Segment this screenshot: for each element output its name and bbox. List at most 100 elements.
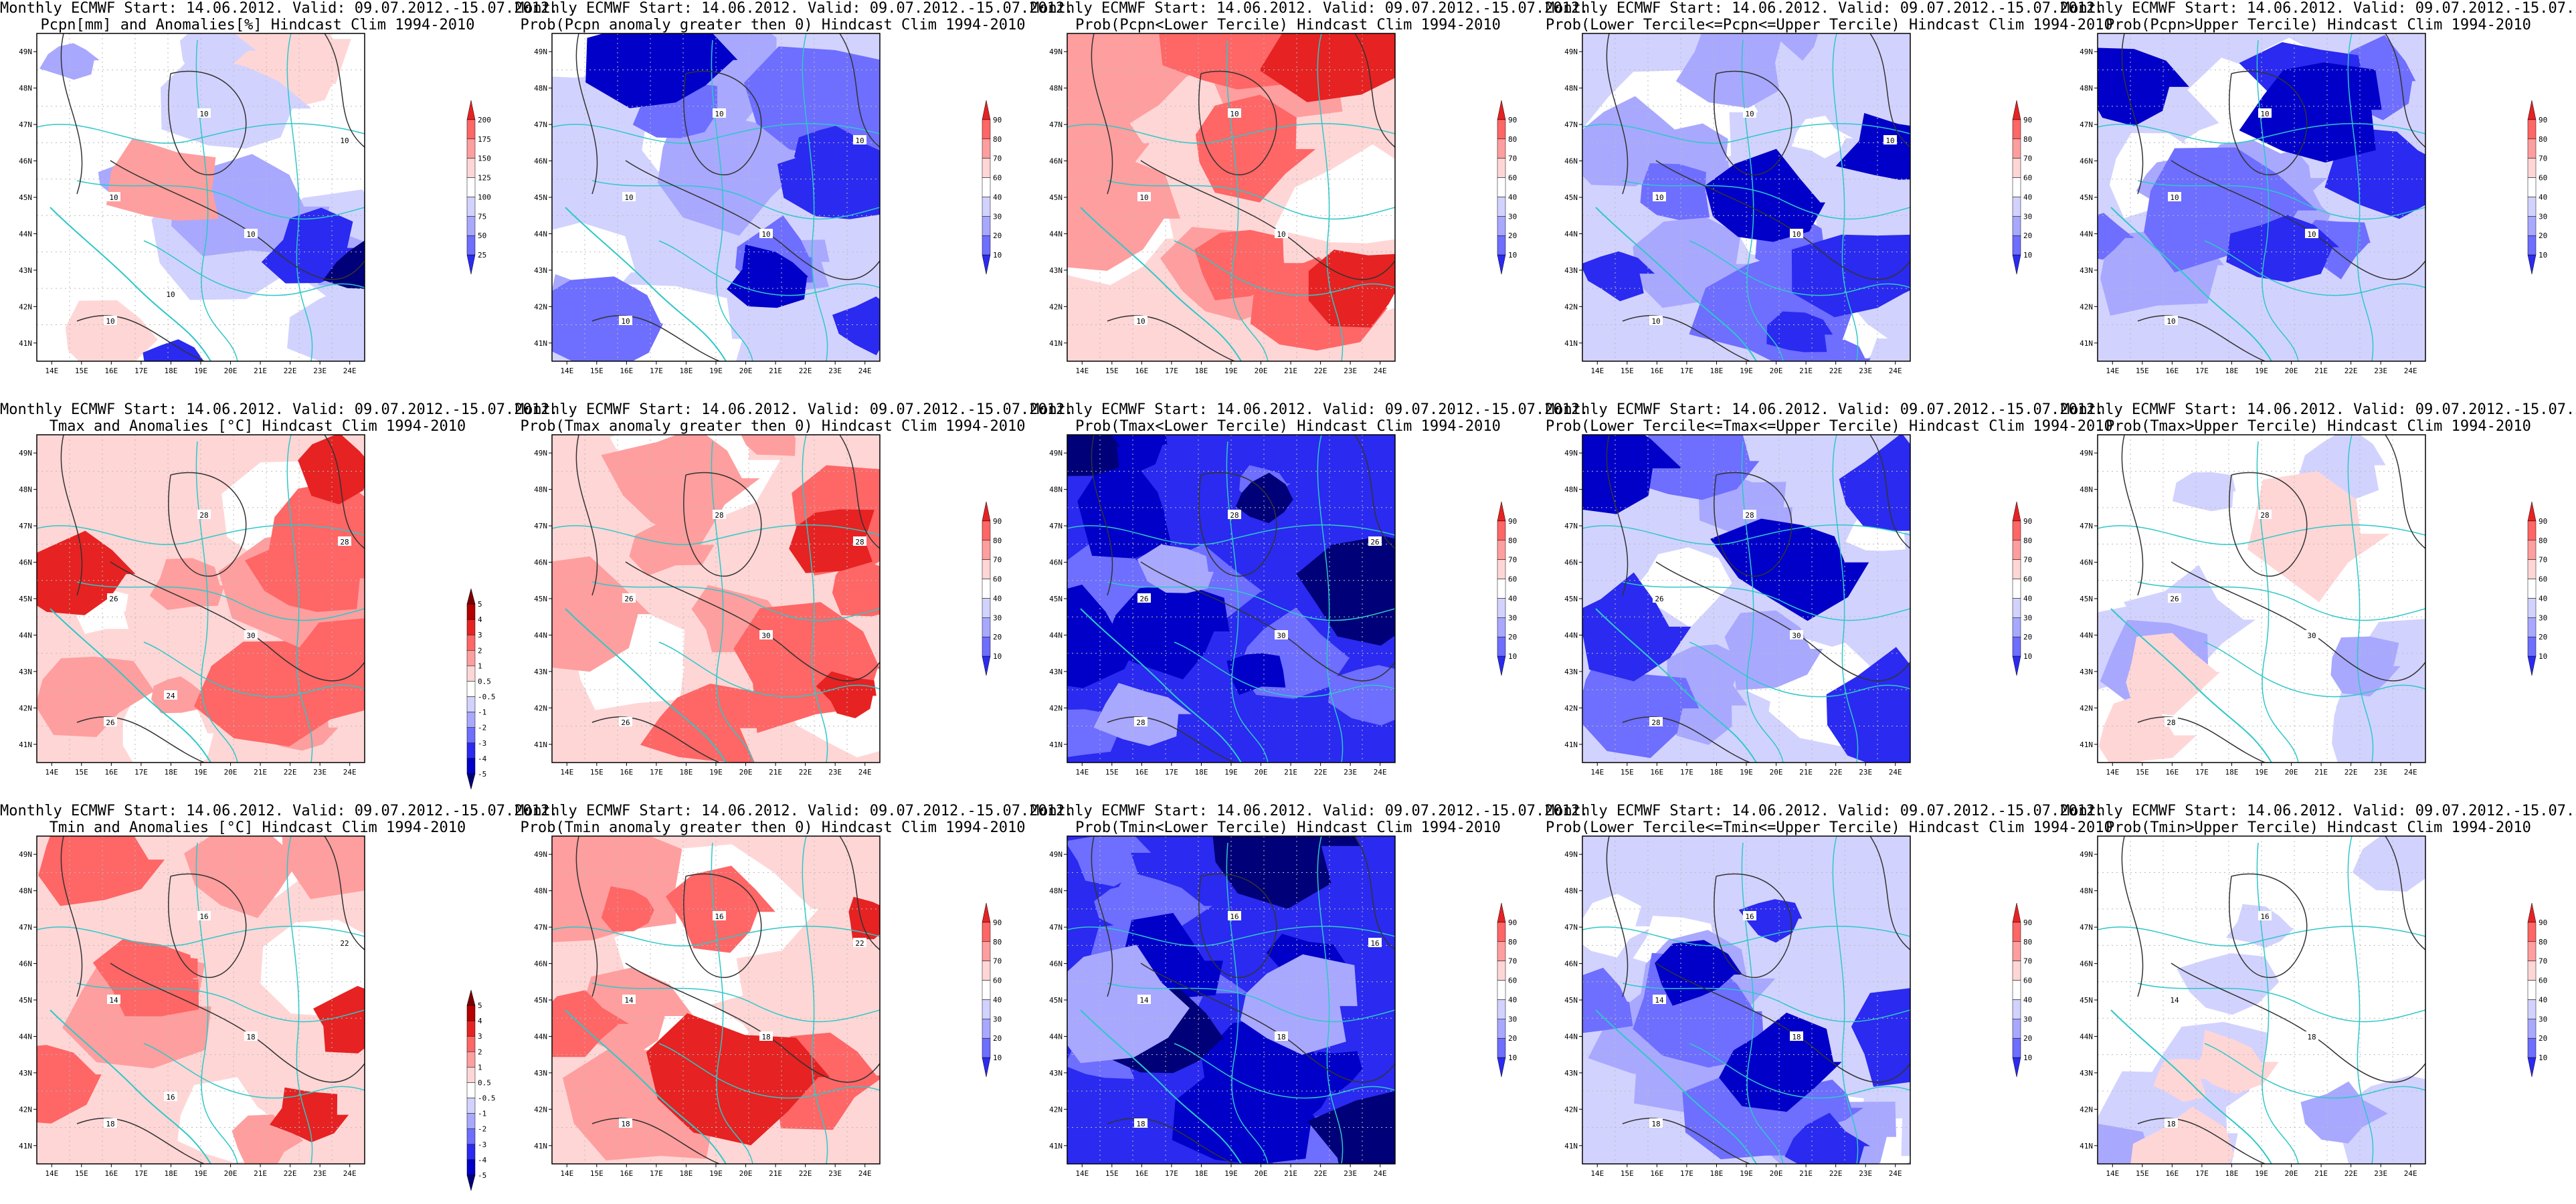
contour-line: [1869, 33, 1910, 148]
lon-tick-label: 21E: [2314, 1169, 2328, 1178]
panel-header: Monthly ECMWF Start: 14.06.2012. Valid: …: [515, 803, 1074, 819]
contour-line: [683, 472, 762, 577]
colorbar-label: 10: [993, 251, 1002, 260]
contour-label: 16: [2260, 912, 2269, 921]
lat-tick-label: 43N: [19, 668, 32, 676]
lon-tick-label: 14E: [1590, 367, 1604, 375]
contour-line: [168, 472, 247, 577]
colorbar-segment: [2012, 617, 2021, 637]
anomaly-shading: [1582, 672, 1699, 759]
lat-tick-label: 42N: [2080, 302, 2093, 311]
country-border: [1107, 983, 1395, 1023]
colorbar-label: -0.5: [478, 1094, 496, 1103]
contour-line: [1714, 472, 1792, 577]
colorbar-segment: [982, 559, 991, 579]
lat-tick-label: 45N: [19, 193, 32, 202]
lon-tick-label: 14E: [45, 1169, 58, 1178]
country-border: [76, 180, 365, 220]
anomaly-shading: [37, 1045, 102, 1124]
anomaly-shading: [2330, 636, 2401, 697]
contour-line: [110, 160, 365, 280]
country-border: [195, 441, 238, 763]
colorbar-label: 90: [993, 116, 1002, 124]
lon-tick-label: 21E: [254, 367, 267, 375]
contour-line: [1091, 435, 1113, 596]
contour-label: 30: [1792, 631, 1801, 640]
colorbar: 90 80 70 60 40 30 20 10: [2527, 501, 2547, 676]
lat-tick-label: 41N: [1564, 339, 1578, 348]
lon-tick-label: 14E: [560, 367, 573, 375]
contour-line: [575, 435, 598, 596]
colorbar-label: 80: [1508, 938, 1517, 946]
lon-tick-label: 24E: [1889, 1169, 1902, 1178]
lon-tick-label: 14E: [45, 768, 58, 777]
contour-line: [1869, 435, 1910, 549]
anomaly-shading: [1103, 583, 1230, 680]
contour-label: 18: [2167, 1120, 2175, 1128]
contour-line: [1140, 963, 1395, 1083]
lat-tick-label: 49N: [2080, 47, 2093, 56]
contour-label-bg: [1649, 717, 1663, 726]
colorbar-segment: [2527, 961, 2537, 981]
anomaly-shading: [1582, 572, 1691, 682]
colorbar-segment: [982, 1037, 991, 1058]
anomaly-shading: [552, 556, 650, 672]
country-border: [1226, 39, 1269, 361]
map-panel: Monthly ECMWF Start: 14.06.2012. Valid: …: [1030, 803, 1588, 1204]
contour-label-bg: [853, 536, 866, 546]
contour-label: 18: [106, 1120, 114, 1128]
lon-tick-label: 18E: [1195, 367, 1208, 375]
lon-tick-label: 20E: [1255, 1169, 1268, 1178]
lat-tick-label: 42N: [534, 1105, 547, 1114]
colorbar-label: 20: [2539, 231, 2547, 240]
colorbar-segment: [466, 712, 476, 728]
map-plot: 26 28 30 26 28 41N 42N 43N 44N 45N 46N 47N 48N 49N 14E…: [534, 434, 881, 777]
lon-tick-label: 21E: [254, 1169, 267, 1178]
colorbar-segment: [466, 158, 476, 178]
lat-tick-label: 46N: [2080, 559, 2093, 567]
colorbar-arrow: [466, 773, 476, 790]
lat-tick-label: 47N: [1564, 923, 1578, 932]
contour-line: [2229, 472, 2308, 577]
lon-tick-label: 17E: [134, 367, 148, 375]
contour-label-bg: [2165, 1118, 2178, 1128]
colorbar-label: -4: [478, 755, 487, 763]
contour-line: [2137, 716, 2266, 763]
colorbar-label: 10: [1508, 251, 1517, 260]
colorbar-label: 4: [478, 615, 482, 624]
colorbar-segment: [2527, 1019, 2537, 1039]
country-border: [1832, 435, 1859, 763]
colorbar-segment: [466, 1020, 476, 1037]
colorbar-segment: [2527, 636, 2537, 657]
colorbar-label: 1: [478, 662, 482, 670]
lon-tick-label: 17E: [650, 367, 663, 375]
lon-tick-label: 14E: [1075, 367, 1089, 375]
contour-label: 30: [246, 631, 255, 640]
contour-label-bg: [1228, 911, 1241, 920]
lon-tick-label: 16E: [1650, 367, 1663, 375]
colorbar-label: 2: [478, 646, 482, 655]
contour-label: 26: [624, 595, 633, 603]
lon-tick-label: 21E: [254, 768, 267, 777]
colorbar-label: 30: [1508, 613, 1517, 622]
colorbar-label: -2: [478, 724, 486, 732]
colorbar-label: 70: [2539, 957, 2547, 966]
lon-tick-label: 16E: [2165, 367, 2179, 375]
contour-label: 10: [761, 230, 770, 239]
panel-title: Monthly ECMWF Start: 14.06.2012. Valid: …: [2061, 0, 2576, 33]
colorbar-label: 20: [1508, 1034, 1517, 1043]
lon-tick-label: 23E: [313, 1169, 327, 1178]
colorbar-segment: [466, 1098, 476, 1114]
lon-tick-label: 22E: [1829, 367, 1843, 375]
lat-tick-label: 44N: [534, 229, 547, 238]
lat-tick-label: 49N: [1564, 47, 1578, 56]
contour-line: [1622, 315, 1750, 361]
map-plot: 10 10 10 10 41N 42N 43N 44N 45N 46N 47N 48N 49N 14E 15…: [1049, 33, 1396, 375]
colorbar-segment: [982, 999, 991, 1019]
lon-tick-label: 15E: [590, 1169, 604, 1178]
contour-label-bg: [1743, 108, 1756, 118]
country-border: [143, 1043, 365, 1099]
lat-tick-label: 48N: [1564, 486, 1578, 494]
anomaly-shading: [2352, 836, 2425, 892]
anomaly-shading: [2172, 472, 2236, 512]
